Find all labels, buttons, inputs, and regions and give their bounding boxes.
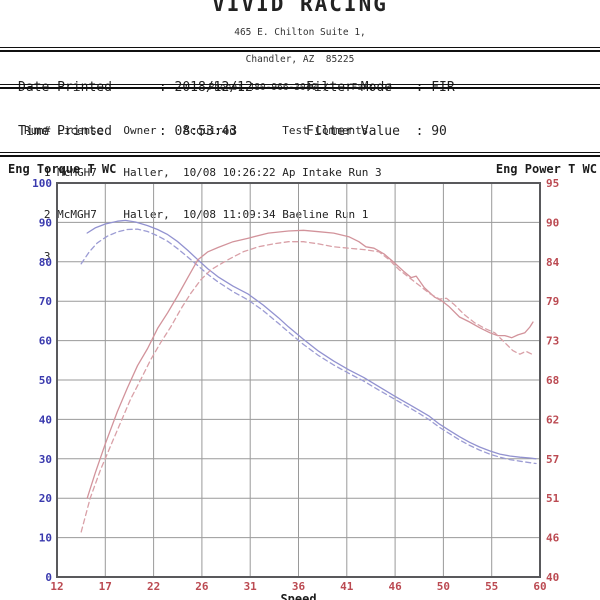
svg-text:22: 22 [147, 580, 160, 593]
divider-rule-bottom [0, 152, 600, 157]
svg-text:41: 41 [340, 580, 354, 593]
svg-text:95: 95 [546, 177, 559, 190]
svg-text:36: 36 [292, 580, 306, 593]
right-axis-title: Eng Power T WC [495, 162, 597, 176]
svg-text:79: 79 [546, 295, 559, 308]
svg-text:70: 70 [39, 295, 52, 308]
x-axis-title: Speed [280, 592, 317, 600]
address-line-2: Chandler, AZ 85225 [245, 54, 355, 66]
svg-text:0: 0 [45, 571, 52, 584]
svg-text:12: 12 [50, 580, 63, 593]
dyno-chart-section: Eng Torque T WC Eng Power T WC 100 90 80 70… [0, 160, 600, 600]
run-table-row: 1 McMGH7 Haller, 10/08 10:26:22 Ap Intak… [24, 166, 382, 179]
svg-text:10: 10 [39, 532, 52, 545]
time-printed-line: Time Printed : 08:53:43 [18, 123, 238, 139]
left-axis-title: Eng Torque T WC [8, 162, 117, 176]
svg-text:31: 31 [244, 580, 258, 593]
svg-text:55: 55 [485, 580, 498, 593]
svg-text:57: 57 [546, 453, 559, 466]
svg-text:30: 30 [39, 453, 52, 466]
svg-text:80: 80 [39, 256, 52, 269]
svg-text:40: 40 [39, 413, 52, 426]
address-line-1: 465 E. Chilton Suite 1, [234, 26, 366, 38]
run-table-row: 2 McMGH7 Haller, 10/08 11:09:34 Baeline … [24, 208, 369, 221]
filter-value-line: Filter Value : 90 [306, 123, 447, 139]
svg-text:73: 73 [546, 335, 559, 348]
dyno-chart-plot: 1009080706050403020100959084797368625751… [32, 177, 560, 593]
svg-text:50: 50 [437, 580, 450, 593]
svg-text:50: 50 [39, 374, 52, 387]
divider-rule-top [0, 47, 600, 52]
svg-text:100: 100 [32, 177, 52, 190]
shop-title: VIVID RACING [212, 0, 388, 16]
svg-text:26: 26 [195, 580, 209, 593]
svg-text:68: 68 [546, 374, 559, 387]
svg-text:20: 20 [39, 492, 52, 505]
svg-text:40: 40 [546, 571, 559, 584]
divider-rule-middle [0, 84, 600, 89]
svg-text:90: 90 [546, 216, 559, 229]
svg-text:60: 60 [533, 580, 546, 593]
run-table-header: Run# License Owner Acquired Test Comment… [24, 124, 369, 137]
svg-text:51: 51 [546, 492, 560, 505]
run-table: Run# License Owner Acquired Test Comment… [24, 96, 382, 278]
svg-text:60: 60 [39, 335, 52, 348]
svg-text:62: 62 [546, 413, 559, 426]
svg-text:17: 17 [99, 580, 112, 593]
svg-text:90: 90 [39, 216, 52, 229]
svg-text:84: 84 [546, 256, 560, 269]
svg-text:46: 46 [388, 580, 402, 593]
svg-text:46: 46 [546, 532, 560, 545]
run-table-row: 3 [24, 250, 51, 263]
